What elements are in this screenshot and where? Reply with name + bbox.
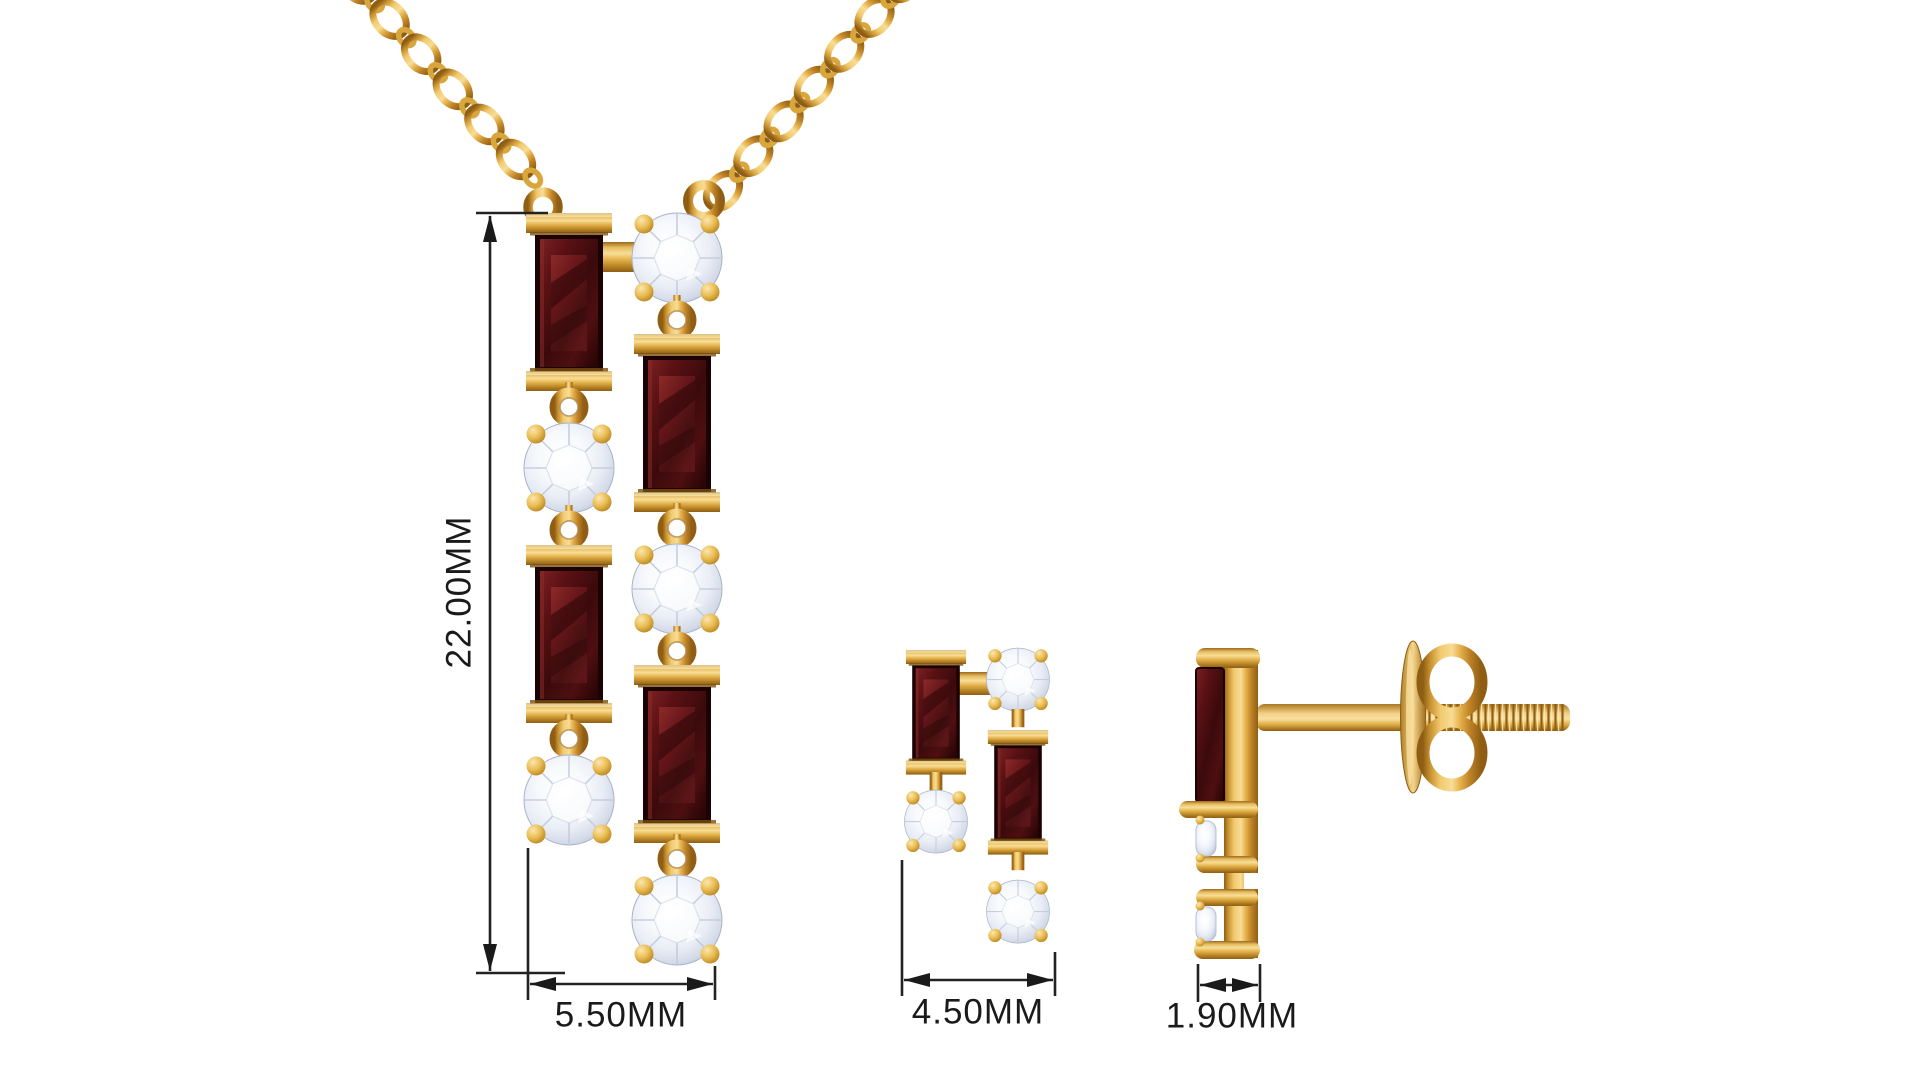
side-cap-tube	[1196, 856, 1258, 873]
garnet-baguette	[987, 730, 1049, 855]
side-cap-tube	[1196, 648, 1260, 668]
pendant-width-dimension: 5.50MM	[526, 848, 717, 1034]
pendant-left-strand	[523, 213, 615, 846]
stem-connector	[1011, 709, 1025, 728]
round-diamond	[985, 879, 1051, 944]
round-diamond	[631, 212, 723, 304]
side-cap-tube	[1179, 801, 1258, 818]
pendant-width-label: 5.50MM	[555, 995, 687, 1034]
necklace-chain	[335, 0, 938, 227]
garnet-baguette	[634, 665, 720, 843]
chain-link	[821, 17, 877, 76]
diamond-side-sliver	[1195, 906, 1217, 942]
round-diamond	[523, 422, 615, 514]
chain-link	[791, 52, 847, 111]
chain-link	[461, 101, 518, 159]
round-diamond	[985, 647, 1051, 712]
earring-width-dimension: 4.50MM	[900, 860, 1057, 1031]
earring-width-label: 4.50MM	[912, 992, 1044, 1031]
earring-side-view	[1179, 640, 1570, 959]
chain-right-branch	[700, 0, 938, 215]
chain-link	[493, 136, 550, 194]
pendant-height-label: 22.00MM	[439, 516, 478, 669]
prong-nub	[1195, 853, 1205, 863]
prong-nub	[1195, 815, 1205, 825]
diamond-side-sliver	[1195, 820, 1217, 857]
earring-left-strand	[903, 650, 969, 854]
earring-depth-label: 1.90MM	[1166, 996, 1298, 1035]
round-diamond	[631, 543, 723, 635]
stem-connector	[929, 772, 943, 791]
garnet-baguette	[526, 545, 612, 723]
chain-left-branch	[335, 0, 550, 194]
chain-link	[429, 65, 486, 123]
pendant-height-dimension: 22.00MM	[439, 211, 565, 975]
back-disc-highlight	[1406, 649, 1414, 785]
garnet-baguette	[634, 334, 720, 512]
round-diamond	[903, 789, 969, 854]
earring-right-strand	[985, 647, 1051, 944]
earring-connector-bar	[958, 672, 992, 695]
earring-front-view	[903, 647, 1051, 944]
butterfly-loop-bottom	[1416, 714, 1488, 792]
dimension-annotations: 22.00MM 5.50MM 4.50MM 1.90MM	[439, 211, 1298, 1035]
side-cap-tube	[1194, 941, 1260, 959]
butterfly-loop-top	[1416, 643, 1488, 721]
round-diamond	[631, 874, 723, 966]
pendant-front-view	[523, 212, 723, 966]
stem-connector	[1011, 852, 1025, 871]
chain-link	[398, 30, 455, 88]
prong-nub	[1195, 937, 1205, 947]
pendant-right-strand	[631, 212, 723, 966]
chain-link	[366, 0, 423, 54]
garnet-side-sliver	[1195, 667, 1225, 803]
earring-depth-dimension: 1.90MM	[1166, 964, 1298, 1035]
chain-link	[760, 87, 816, 146]
chain-link	[730, 121, 786, 180]
round-diamond	[523, 754, 615, 846]
prong-nub	[1195, 901, 1205, 911]
garnet-baguette	[905, 650, 967, 775]
garnet-baguette	[526, 213, 612, 391]
side-profile-notch	[1244, 873, 1258, 889]
side-cap-tube	[1196, 889, 1258, 906]
